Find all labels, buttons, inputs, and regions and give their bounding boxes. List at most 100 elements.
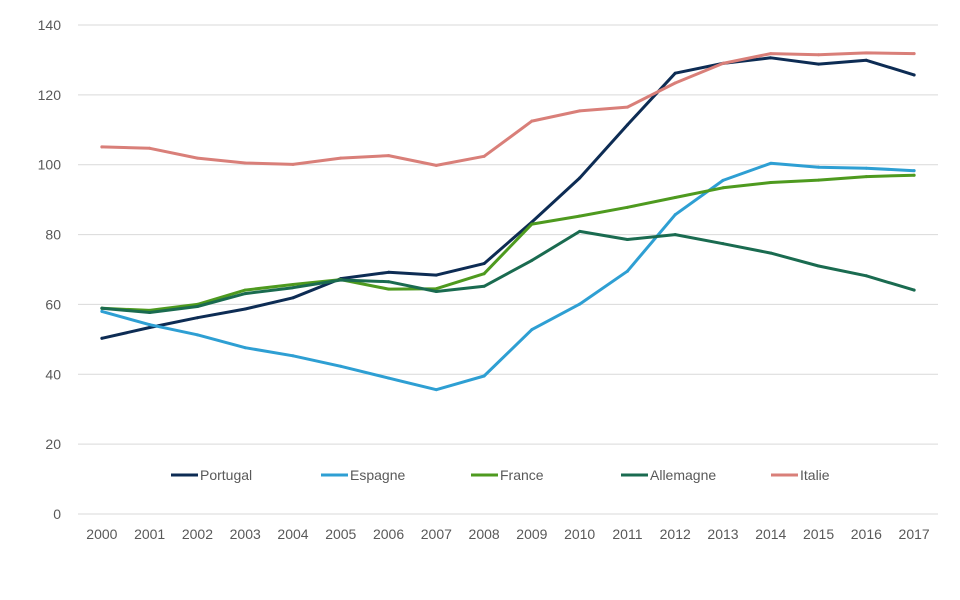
x-tick-label: 2017 (899, 526, 930, 542)
data-point-france (434, 287, 438, 291)
legend-label-france: France (500, 467, 544, 483)
data-point-allemagne (817, 264, 821, 268)
data-point-espagne (864, 166, 868, 170)
data-point-france (243, 288, 247, 292)
data-point-italie (912, 52, 916, 56)
data-point-espagne (434, 388, 438, 392)
data-point-allemagne (530, 258, 534, 262)
data-point-portugal (482, 262, 486, 266)
x-tick-label: 2004 (277, 526, 308, 542)
data-point-portugal (625, 123, 629, 127)
data-point-italie (625, 105, 629, 109)
data-point-italie (195, 156, 199, 160)
data-point-france (291, 283, 295, 287)
data-point-portugal (434, 273, 438, 277)
series-lines (100, 51, 916, 392)
x-tick-label: 2005 (325, 526, 356, 542)
x-tick-label: 2008 (469, 526, 500, 542)
series-line-portugal (100, 56, 916, 340)
data-point-espagne (387, 376, 391, 380)
data-point-italie (530, 119, 534, 123)
data-point-portugal (769, 56, 773, 60)
data-point-allemagne (291, 286, 295, 290)
data-point-portugal (387, 270, 391, 274)
data-point-allemagne (482, 284, 486, 288)
gridlines (78, 24, 938, 515)
data-point-france (530, 222, 534, 226)
data-point-espagne (195, 333, 199, 337)
legend-label-espagne: Espagne (350, 467, 405, 483)
series-line-espagne (100, 161, 916, 392)
data-point-espagne (339, 364, 343, 368)
legend: Portugal Espagne France Allemagne Italie (171, 467, 830, 483)
legend-label-allemagne: Allemagne (650, 467, 716, 483)
data-point-portugal (912, 73, 916, 77)
data-point-espagne (291, 354, 295, 358)
data-point-allemagne (100, 306, 104, 310)
data-point-allemagne (673, 233, 677, 237)
data-point-france (578, 214, 582, 218)
data-point-allemagne (721, 242, 725, 246)
data-point-allemagne (243, 292, 247, 296)
data-point-espagne (530, 328, 534, 332)
data-point-italie (482, 154, 486, 158)
x-tick-label: 2001 (134, 526, 165, 542)
data-point-espagne (100, 309, 104, 313)
data-point-italie (673, 81, 677, 85)
data-point-allemagne (769, 251, 773, 255)
series-line-france (100, 173, 916, 312)
data-point-portugal (291, 296, 295, 300)
y-axis: 0 20 40 60 80 100 120 140 (38, 17, 62, 522)
data-point-allemagne (434, 290, 438, 294)
data-point-france (769, 181, 773, 185)
data-point-portugal (195, 316, 199, 320)
series-line-allemagne (100, 229, 916, 314)
x-tick-label: 2000 (86, 526, 117, 542)
data-point-espagne (673, 213, 677, 217)
data-point-italie (817, 53, 821, 57)
y-tick-label: 120 (38, 87, 62, 103)
data-point-portugal (100, 336, 104, 340)
data-point-italie (769, 52, 773, 56)
x-tick-label: 2009 (516, 526, 547, 542)
y-tick-label: 80 (45, 227, 61, 243)
y-tick-label: 60 (45, 296, 61, 312)
x-tick-label: 2012 (660, 526, 691, 542)
y-tick-label: 40 (45, 366, 61, 382)
data-point-italie (100, 145, 104, 149)
x-tick-label: 2010 (564, 526, 595, 542)
data-point-portugal (673, 71, 677, 75)
data-point-italie (291, 162, 295, 166)
data-point-italie (578, 109, 582, 113)
data-point-allemagne (387, 280, 391, 284)
data-point-allemagne (339, 278, 343, 282)
data-point-italie (864, 51, 868, 55)
data-point-allemagne (195, 305, 199, 309)
x-tick-label: 2015 (803, 526, 834, 542)
data-point-espagne (721, 178, 725, 182)
y-tick-label: 140 (38, 17, 62, 33)
legend-label-italie: Italie (800, 467, 830, 483)
x-axis: 2000 2001 2002 2003 2004 2005 2006 2007 2008 2009… (86, 526, 930, 542)
y-tick-label: 20 (45, 436, 61, 452)
x-tick-label: 2013 (707, 526, 738, 542)
data-point-portugal (578, 176, 582, 180)
x-tick-label: 2016 (851, 526, 882, 542)
data-point-france (482, 272, 486, 276)
series-line-italie (100, 51, 916, 167)
data-point-italie (243, 161, 247, 165)
x-tick-label: 2003 (230, 526, 261, 542)
data-point-italie (148, 146, 152, 150)
data-point-espagne (769, 161, 773, 165)
data-point-france (673, 196, 677, 200)
data-point-espagne (148, 323, 152, 327)
data-point-portugal (817, 62, 821, 66)
data-point-france (625, 205, 629, 209)
data-point-allemagne (625, 237, 629, 241)
data-point-france (864, 175, 868, 179)
data-point-espagne (578, 302, 582, 306)
data-point-allemagne (148, 310, 152, 314)
x-tick-label: 2007 (421, 526, 452, 542)
